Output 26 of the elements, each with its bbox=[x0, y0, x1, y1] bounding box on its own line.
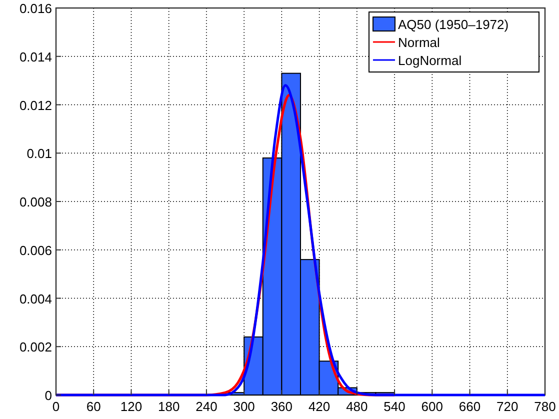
x-tick-label: 120 bbox=[120, 399, 142, 414]
x-tick-label: 480 bbox=[346, 399, 368, 414]
y-tick-label: 0.012 bbox=[19, 98, 52, 113]
y-tick-label: 0.014 bbox=[19, 49, 52, 64]
legend-label: Normal bbox=[398, 35, 440, 50]
y-tick-label: 0.004 bbox=[19, 291, 52, 306]
x-tick-label: 720 bbox=[496, 399, 518, 414]
x-tick-label: 780 bbox=[534, 399, 556, 414]
x-tick-label: 420 bbox=[308, 399, 330, 414]
legend-label: AQ50 (1950–1972) bbox=[398, 17, 509, 32]
legend-label: LogNormal bbox=[398, 53, 462, 68]
line-series bbox=[54, 84, 546, 396]
x-tick-label: 360 bbox=[270, 399, 293, 414]
x-tick-label: 60 bbox=[86, 399, 101, 414]
x-tick-label: 600 bbox=[421, 399, 444, 414]
y-tick-label: 0.01 bbox=[26, 146, 52, 162]
x-tick-label: 300 bbox=[233, 399, 255, 414]
x-tick-label: 180 bbox=[158, 399, 180, 414]
x-tick-label: 660 bbox=[458, 399, 481, 414]
y-tick-label: 0 bbox=[44, 388, 52, 403]
x-tick-label: 240 bbox=[196, 399, 218, 414]
y-tick-label: 0.008 bbox=[19, 194, 52, 210]
y-tick-label: 0.006 bbox=[19, 242, 52, 258]
x-tick-label: 540 bbox=[384, 399, 406, 414]
y-tick-label: 0.016 bbox=[19, 1, 52, 16]
y-tick-label: 0.002 bbox=[19, 340, 52, 355]
